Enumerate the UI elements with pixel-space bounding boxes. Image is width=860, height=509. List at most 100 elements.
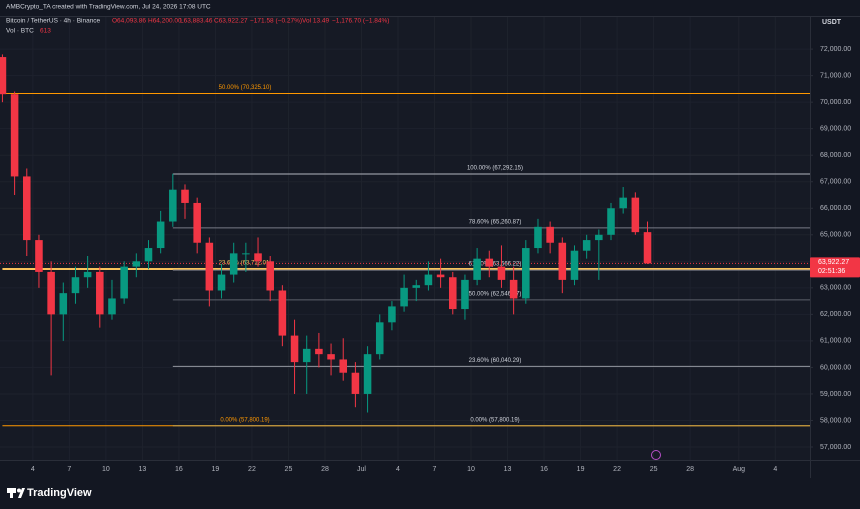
y-tick-label: 67,000.00 <box>820 179 851 186</box>
credit: AMBCrypto_TA created with TradingView.co… <box>6 4 211 11</box>
currency: USDT <box>822 19 842 26</box>
candle-body <box>619 197 627 209</box>
y-tick-label: 60,000.00 <box>820 364 851 371</box>
candle-body <box>144 248 153 262</box>
symbol: Bitcoin / TetherUS · 4h · Binance <box>6 18 101 25</box>
ohlc-close: C63,922.27 <box>214 18 248 25</box>
candle-body <box>582 240 591 251</box>
candle-body <box>327 354 335 360</box>
x-tick-label: 7 <box>67 466 71 473</box>
candle-body <box>339 359 348 373</box>
x-tick-label: 22 <box>613 466 621 473</box>
candle-body <box>71 277 80 294</box>
x-tick-label: 25 <box>285 466 293 473</box>
x-tick-label: 4 <box>396 466 400 473</box>
x-tick-label: 10 <box>102 466 110 473</box>
candle-body <box>47 271 55 315</box>
candle-body <box>10 94 19 177</box>
logo-icon-stem <box>10 488 13 498</box>
plot-area <box>0 17 810 460</box>
candle-body <box>375 322 384 355</box>
candle-body <box>388 306 396 323</box>
candle-body <box>497 266 506 280</box>
indicator: Vol · BTC <box>6 28 34 35</box>
candle-body <box>23 176 31 241</box>
ohlc-high: H64,200.00 <box>148 18 182 25</box>
candle-body <box>156 221 165 249</box>
candle-body <box>302 348 311 363</box>
candle-body <box>448 277 457 310</box>
y-tick-label: 71,000.00 <box>820 72 851 79</box>
fib-label: 61.80% (63,666.22) <box>469 262 522 268</box>
candle-body <box>242 253 250 255</box>
y-tick-label: 66,000.00 <box>820 205 851 212</box>
candle-body <box>254 253 262 262</box>
candle-body <box>351 372 360 394</box>
y-tick-label: 58,000.00 <box>820 417 851 424</box>
fibonacci: 50.00% (70,325.10) 23.60% (63,712.01) 0.00… <box>0 85 810 427</box>
x-tick-label: 28 <box>686 466 694 473</box>
y-tick-label: 57,000.00 <box>820 444 851 451</box>
x-tick-label: 22 <box>248 466 256 473</box>
x-tick-label: 13 <box>139 466 147 473</box>
event-icon[interactable] <box>651 450 661 460</box>
candle-body <box>205 242 214 291</box>
candle-body <box>522 248 530 299</box>
x-tick-label: 4 <box>31 466 35 473</box>
candle-body <box>400 287 408 307</box>
y-tick-label: 62,000.00 <box>820 311 851 318</box>
candle-body <box>485 258 494 267</box>
x-tick-label: 16 <box>540 466 548 473</box>
candle-body <box>461 279 469 310</box>
candle-body <box>436 274 445 278</box>
logo-text: TradingView <box>27 487 92 499</box>
ohlc-change: −171.58 (−0.27%) <box>250 18 302 25</box>
fib-label: 100.00% (67,292.15) <box>467 166 523 172</box>
y-tick-label: 63,000.00 <box>820 285 851 292</box>
fib-label: 50.00% (62,546.17) <box>469 291 522 297</box>
x-tick-label: 10 <box>467 466 475 473</box>
candle-body <box>229 253 238 275</box>
y-tick-label: 72,000.00 <box>820 46 851 53</box>
candle-body <box>558 242 567 280</box>
logo: TradingView <box>7 487 92 499</box>
price-tag-label: 63,922.27 <box>818 259 849 266</box>
x-tick-label: 4 <box>773 466 777 473</box>
y-tick-label: 65,000.00 <box>820 232 851 239</box>
price-countdown: 02:51:36 <box>818 268 845 275</box>
logo-icon-dot <box>17 488 21 493</box>
candle-body <box>120 266 128 299</box>
x-tick-label: Aug <box>733 466 746 473</box>
x-tick-label: 13 <box>504 466 512 473</box>
y-tick-label: 69,000.00 <box>820 126 851 133</box>
candle-body <box>363 354 372 394</box>
candle-body <box>473 258 481 280</box>
candle-body <box>266 261 274 291</box>
candle-body <box>509 279 518 299</box>
fib-label: 78.60% (65,260.87) <box>469 219 522 225</box>
candle-body <box>35 240 43 272</box>
candle-body <box>424 274 433 286</box>
candle-body <box>59 293 68 315</box>
candle-body <box>607 208 615 235</box>
axes: 57,000.00 58,000.00 59,000.00 60,000.00 61,0… <box>31 46 860 473</box>
candle-body <box>132 261 141 267</box>
volume: Vol 13.49 <box>302 18 329 25</box>
y-tick-label: 59,000.00 <box>820 391 851 398</box>
y-tick-label: 61,000.00 <box>820 338 851 345</box>
fib-label: 0.00% (57,800.19) <box>220 417 269 423</box>
candle-body <box>546 226 554 243</box>
candle-body <box>643 232 652 264</box>
price-tag <box>810 257 860 278</box>
grid <box>0 17 810 460</box>
indicator-value: 613 <box>40 28 51 35</box>
ohlc-open: O64,093.86 <box>112 18 146 25</box>
fib-label: 50.00% (70,325.10) <box>219 85 272 91</box>
candle-body <box>108 298 116 315</box>
candle-body <box>193 202 201 243</box>
candle-body <box>83 271 92 278</box>
y-tick-label: 68,000.00 <box>820 152 851 159</box>
candles <box>0 54 652 413</box>
candle-body <box>595 234 603 241</box>
